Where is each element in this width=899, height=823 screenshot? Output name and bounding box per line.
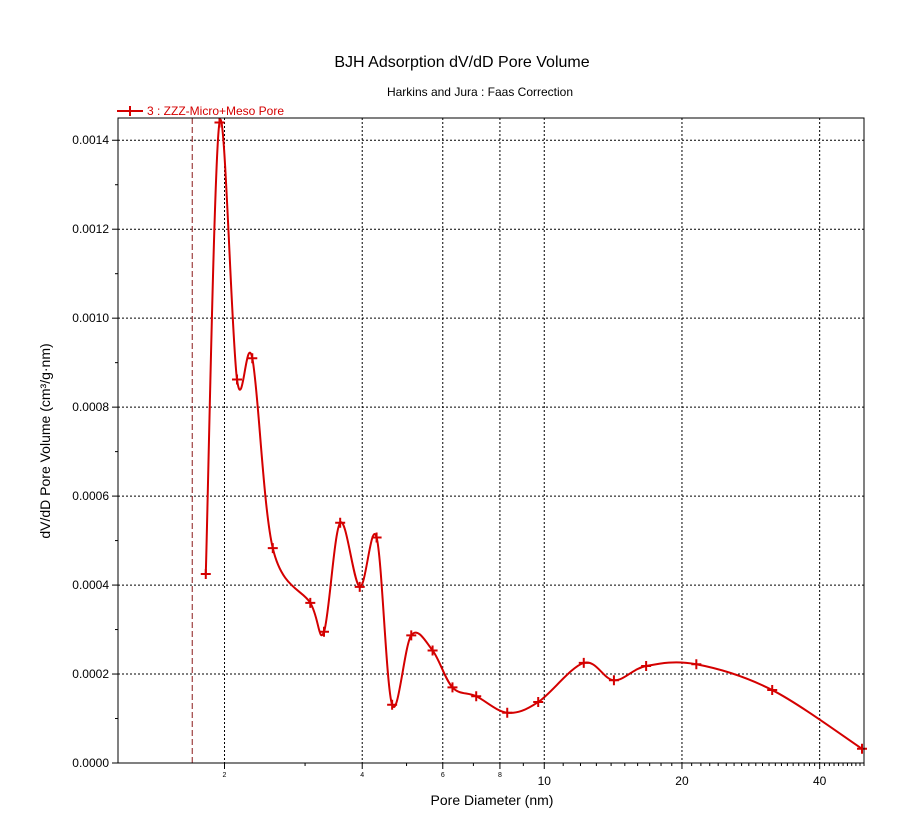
y-tick-label: 0.0014 bbox=[72, 133, 109, 147]
data-point-marker bbox=[319, 626, 330, 637]
x-axis-label: Pore Diameter (nm) bbox=[431, 792, 554, 808]
data-point-marker bbox=[641, 661, 652, 672]
y-tick-label: 0.0012 bbox=[72, 222, 109, 236]
x-tick-label: 4 bbox=[360, 772, 364, 779]
data-point-marker bbox=[232, 374, 243, 385]
chart-title: BJH Adsorption dV/dD Pore Volume bbox=[334, 54, 589, 71]
legend-marker bbox=[125, 106, 135, 116]
plot-frame bbox=[117, 117, 865, 764]
y-tick-label: 0.0010 bbox=[72, 311, 109, 325]
series-layer bbox=[200, 117, 868, 754]
chart-subtitle: Harkins and Jura : Faas Correction bbox=[387, 85, 573, 99]
x-tick-label: 6 bbox=[441, 772, 445, 779]
grid-layer bbox=[118, 118, 865, 763]
legend: 3 : ZZZ-Micro+Meso Pore bbox=[117, 104, 284, 118]
data-point-marker bbox=[267, 543, 278, 554]
x-tick-label: 40 bbox=[813, 774, 827, 788]
data-point-marker bbox=[471, 691, 482, 702]
data-point-marker bbox=[247, 353, 258, 364]
legend-label: 3 : ZZZ-Micro+Meso Pore bbox=[147, 104, 284, 118]
data-point-marker bbox=[305, 597, 316, 608]
x-tick-label: 20 bbox=[675, 774, 689, 788]
data-point-marker bbox=[214, 117, 225, 128]
y-tick-label: 0.0004 bbox=[72, 578, 109, 592]
data-point-marker bbox=[200, 568, 211, 579]
data-point-marker bbox=[387, 699, 398, 710]
y-axis-label: dV/dD Pore Volume (cm³/g·nm) bbox=[37, 343, 53, 538]
data-point-marker bbox=[857, 743, 868, 754]
y-tick-label: 0.0002 bbox=[72, 667, 109, 681]
data-point-marker bbox=[447, 682, 458, 693]
y-ticks: 0.0000 0.0002 0.0004 0.0006 0.0008 0.0010 0.00… bbox=[72, 133, 118, 770]
x-ticks: 2 4 6 8 10 20 40 bbox=[223, 763, 865, 788]
data-point-marker bbox=[427, 645, 438, 656]
data-point-marker bbox=[608, 675, 619, 686]
data-point-marker bbox=[691, 659, 702, 670]
data-point-marker bbox=[767, 685, 778, 696]
x-tick-label: 10 bbox=[538, 774, 552, 788]
series-line bbox=[204, 118, 863, 750]
data-point-marker bbox=[578, 657, 589, 668]
data-point-marker bbox=[371, 532, 382, 543]
data-point-marker bbox=[406, 630, 417, 641]
data-point-marker bbox=[502, 707, 513, 718]
y-tick-label: 0.0000 bbox=[72, 756, 109, 770]
y-tick-label: 0.0008 bbox=[72, 400, 109, 414]
data-point-marker bbox=[335, 517, 346, 528]
data-point-marker bbox=[354, 581, 365, 592]
data-point-marker bbox=[533, 697, 544, 708]
x-tick-label: 8 bbox=[498, 772, 502, 779]
y-tick-label: 0.0006 bbox=[72, 489, 109, 503]
x-tick-label: 2 bbox=[223, 772, 227, 779]
